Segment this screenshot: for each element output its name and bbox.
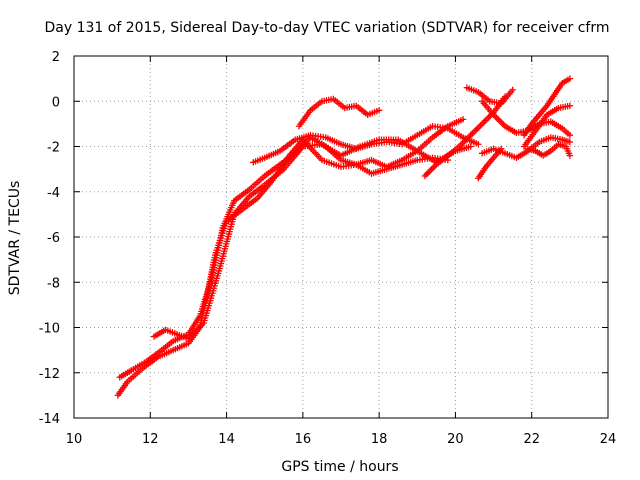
y-tick-label: -8	[47, 276, 60, 291]
chart-title: Day 131 of 2015, Sidereal Day-to-day VTE…	[45, 20, 610, 36]
x-tick-label: 16	[295, 432, 312, 447]
y-tick-label: -6	[47, 231, 60, 246]
data-point	[566, 152, 574, 159]
y-tick-label: -14	[39, 412, 60, 427]
data-series-track-10	[475, 145, 505, 182]
y-tick-label: 0	[52, 95, 60, 110]
data-point	[509, 86, 516, 94]
data-point	[375, 107, 383, 114]
data-point	[475, 141, 482, 148]
y-tick-label: -2	[47, 141, 60, 156]
data-point	[467, 143, 474, 150]
data-series-track-12	[520, 102, 574, 150]
data-series-track-6	[421, 93, 509, 180]
data-series-track-11	[520, 75, 574, 139]
x-tick-labels: 10 12 14 16 18 20 22 24	[66, 432, 617, 447]
data-point	[566, 131, 574, 139]
y-axis-label: SDTVAR / TECUs	[7, 181, 23, 296]
data-point	[566, 75, 574, 82]
x-tick-label: 24	[600, 432, 617, 447]
axis-ticks	[73, 55, 609, 419]
data-point	[566, 138, 574, 146]
y-tick-label: -12	[39, 367, 60, 382]
data-point	[498, 145, 505, 152]
data-series-group	[114, 75, 574, 399]
y-tick-labels: -14 -12 -10 -8 -6 -4 -2 0 2	[39, 50, 60, 427]
data-series-track-1	[114, 136, 451, 399]
x-axis-label: GPS time / hours	[281, 459, 398, 475]
data-point	[566, 102, 574, 109]
x-tick-label: 18	[371, 432, 388, 447]
x-tick-label: 20	[447, 432, 464, 447]
data-point	[459, 116, 467, 123]
data-series-track-7	[463, 84, 516, 107]
x-tick-label: 12	[142, 432, 159, 447]
y-tick-label: -4	[47, 186, 60, 201]
y-tick-label: 2	[52, 50, 60, 65]
grid	[74, 56, 608, 418]
x-tick-label: 14	[218, 432, 235, 447]
x-tick-label: 10	[66, 432, 83, 447]
data-series-track-13	[524, 141, 574, 159]
x-tick-label: 22	[523, 432, 540, 447]
data-series-track-5	[295, 95, 383, 130]
data-series-track-2	[116, 116, 467, 381]
y-tick-label: -10	[39, 322, 60, 337]
